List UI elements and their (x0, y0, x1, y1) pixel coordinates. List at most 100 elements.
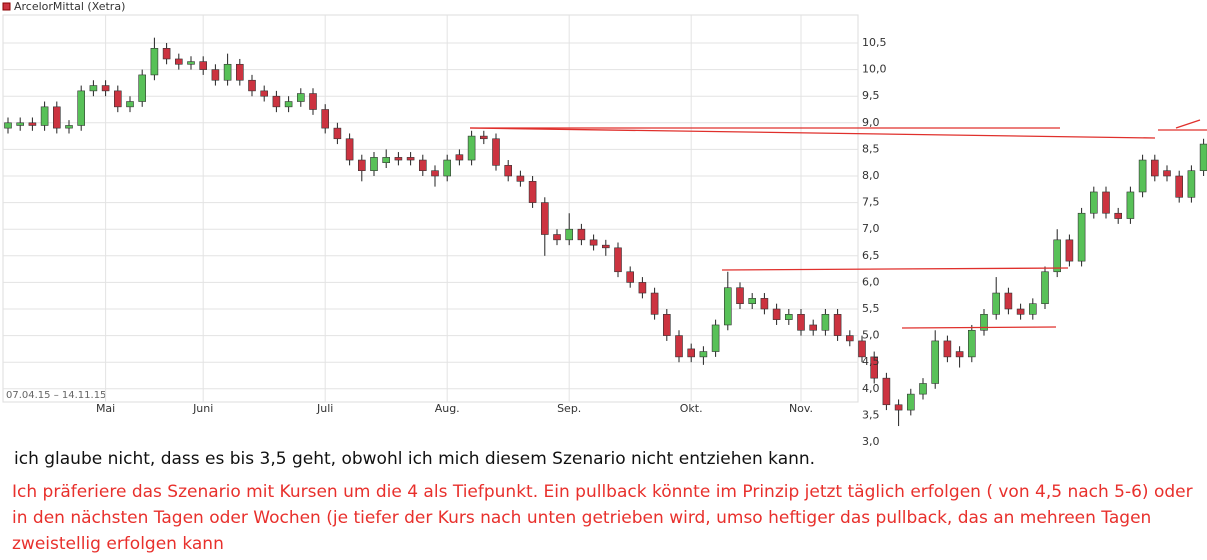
candle-body (516, 175, 525, 182)
candle-body (309, 93, 317, 110)
candle-body (150, 48, 159, 76)
candle-body (1163, 170, 1171, 177)
date-range: 07.04.15 – 14.11.15 (6, 390, 106, 401)
candle-body (199, 61, 207, 70)
candle-body (955, 351, 964, 358)
candle-body (138, 74, 146, 102)
candle-body (272, 95, 281, 108)
candle-body (101, 85, 110, 92)
candle-body (809, 324, 818, 331)
candle-body (980, 314, 988, 331)
candle-body (211, 69, 220, 81)
candle-body (1151, 159, 1159, 177)
candle-body (833, 314, 842, 336)
candle-body (1102, 191, 1110, 214)
y-tick-label: 3,5 (862, 408, 880, 421)
y-tick-label: 3,0 (862, 435, 880, 448)
x-tick-label: Sep. (557, 402, 581, 415)
candle-body (675, 335, 683, 358)
x-tick-label: Juli (316, 402, 333, 415)
y-tick-label: 4,5 (862, 355, 880, 368)
candle-body (858, 340, 866, 358)
candle-body (1053, 239, 1061, 273)
candle-body (845, 335, 854, 342)
candle-body (894, 404, 903, 411)
candle-body (40, 106, 49, 126)
plot-area (2, 14, 859, 403)
candle-body (89, 85, 98, 92)
candle-body (431, 170, 439, 177)
candle-body (504, 165, 513, 177)
candle-body (931, 340, 940, 384)
y-tick-label: 6,0 (862, 275, 880, 288)
y-tick-label: 9,5 (862, 89, 880, 102)
y-tick-label: 5,0 (862, 329, 880, 342)
candle-body (992, 292, 1001, 315)
candle-body (1175, 175, 1183, 198)
candle-body (114, 90, 122, 108)
candle-body (540, 202, 549, 235)
comment: ich glaube nicht, dass es bis 3,5 geht, … (14, 449, 816, 469)
candle-body (1004, 292, 1013, 310)
candle-body (723, 287, 732, 326)
candle-body (345, 138, 354, 161)
candle-body (687, 348, 696, 358)
candle-body (248, 79, 256, 92)
candle-body (467, 135, 476, 161)
x-tick-label: Mai (96, 402, 115, 415)
candle-body (187, 61, 195, 65)
candle-body (870, 356, 879, 379)
candle-body (333, 127, 342, 140)
x-tick-label: Okt. (680, 402, 703, 415)
y-tick-label: 4,0 (862, 382, 880, 395)
candle-body (370, 157, 378, 171)
y-tick-label: 7,5 (862, 196, 880, 209)
y-tick-label: 5,5 (862, 302, 880, 315)
candle-body (1187, 170, 1196, 198)
x-tick-label: Nov. (789, 402, 813, 415)
candle-body (28, 122, 37, 126)
candle-body (553, 234, 561, 241)
candle-body (492, 138, 500, 166)
candle-body (906, 393, 915, 411)
candle-body (77, 90, 85, 126)
candle-body (236, 63, 244, 81)
candle-body (1029, 303, 1037, 315)
candle-body (406, 157, 415, 161)
candle-body (1114, 212, 1122, 219)
y-tick-label: 10,5 (862, 36, 887, 49)
candle-body (382, 157, 391, 164)
candle-body (479, 135, 488, 140)
chart-title: ArcelorMittal (Xetra) (14, 0, 125, 13)
candle-body (126, 101, 134, 108)
candle-body (821, 314, 830, 331)
candle-body (1138, 159, 1147, 193)
y-tick-label: 8,0 (862, 169, 880, 182)
candle-body (4, 122, 12, 129)
candle-body (1077, 212, 1086, 262)
candle-body (284, 101, 293, 108)
resistance-line (469, 127, 1156, 139)
legend-swatch (2, 2, 11, 11)
candle-body (418, 159, 427, 171)
y-tick-label: 6,5 (862, 249, 880, 262)
candle-body (357, 159, 366, 171)
candle-body (577, 228, 586, 241)
candle-body (650, 292, 659, 315)
candle-body (772, 308, 781, 320)
candle-body (1126, 191, 1135, 219)
candle-body (614, 247, 622, 273)
support-line (901, 326, 1057, 329)
candle-body (394, 157, 403, 161)
candle-body (223, 63, 232, 81)
candle-body (565, 228, 574, 241)
candle-body (784, 314, 793, 320)
candle-body (882, 377, 891, 406)
candle-body (601, 244, 610, 249)
candle-body (797, 314, 805, 331)
y-tick-label: 9,0 (862, 116, 880, 129)
candle-body (175, 58, 183, 65)
candle-body (1199, 143, 1207, 171)
support-line (721, 267, 1069, 271)
candle-body (589, 239, 598, 246)
